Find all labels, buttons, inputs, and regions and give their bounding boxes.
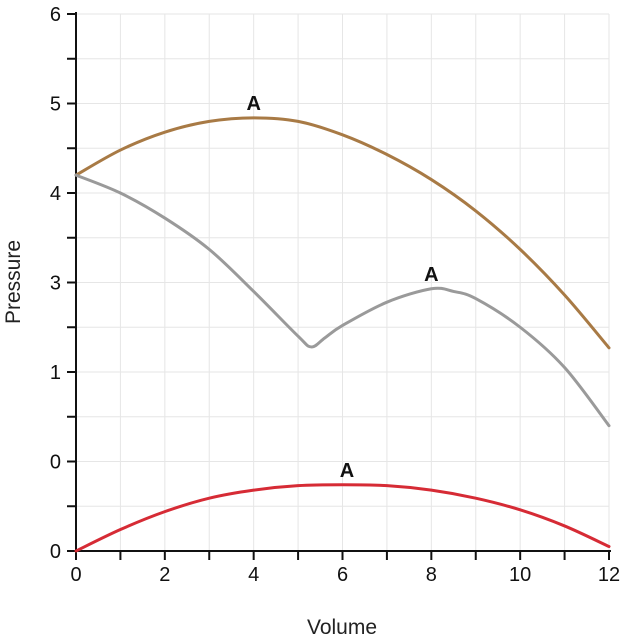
x-tick-label: 2 [159, 564, 170, 586]
annotation-label: A [340, 460, 354, 482]
y-tick-label: 6 [50, 4, 61, 26]
y-tick-label: 0 [50, 452, 61, 474]
y-tick-label: 4 [50, 183, 61, 205]
tick-marks [67, 13, 610, 560]
x-tick-label: 6 [337, 564, 348, 586]
y-axis-label: Pressure [2, 240, 25, 324]
y-tick-label: 1 [50, 362, 61, 384]
x-tick-label: 10 [509, 564, 531, 586]
y-tick-label: 3 [50, 273, 61, 295]
series-line-upper-curve [74, 116, 611, 350]
annotations: A A A [246, 93, 438, 482]
annotation-label: A [424, 264, 438, 286]
y-tick-labels: 0 0 1 3 4 5 6 [50, 4, 61, 563]
x-tick-label: 0 [70, 564, 81, 586]
series-line-middle-curve [74, 173, 611, 428]
x-tick-label: 8 [426, 564, 437, 586]
x-tick-labels: 0 2 4 6 8 10 12 [70, 564, 620, 586]
series-lines [74, 116, 611, 553]
x-tick-label: 12 [598, 564, 620, 586]
series-line-lower-curve [74, 483, 611, 553]
y-tick-label: 0 [50, 541, 61, 563]
x-tick-label: 4 [248, 564, 259, 586]
x-axis-label: Volume [307, 616, 377, 639]
annotation-label: A [246, 93, 260, 115]
y-tick-label: 5 [50, 94, 61, 116]
